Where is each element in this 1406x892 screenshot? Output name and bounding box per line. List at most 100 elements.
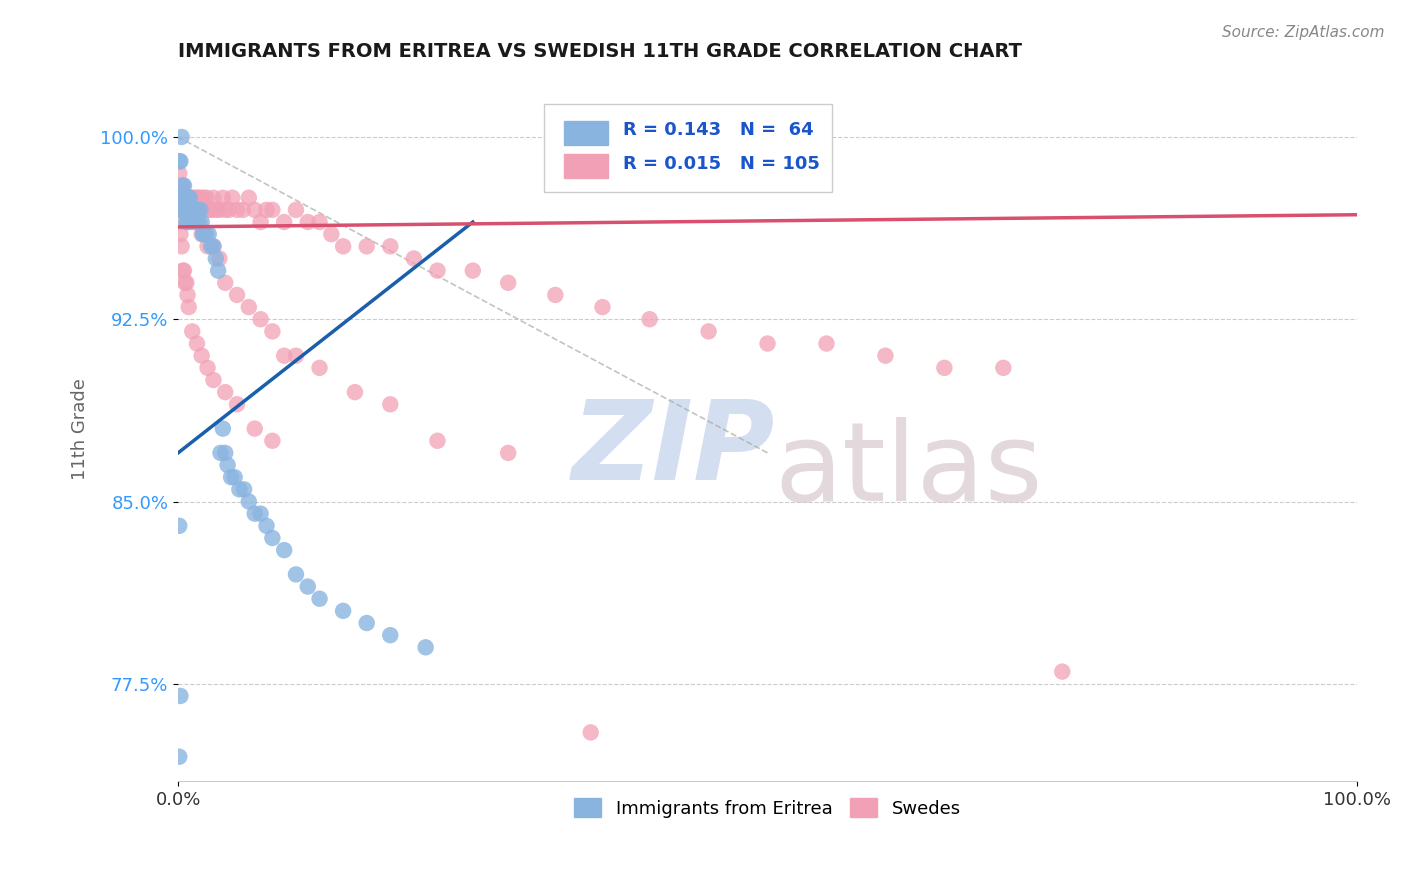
Swedes bbox=[426, 263, 449, 277]
Swedes bbox=[169, 178, 191, 193]
Swedes bbox=[197, 239, 219, 253]
Text: Source: ZipAtlas.com: Source: ZipAtlas.com bbox=[1222, 25, 1385, 40]
Swedes bbox=[174, 191, 197, 205]
Swedes bbox=[579, 725, 602, 739]
Swedes bbox=[243, 202, 266, 217]
Swedes bbox=[183, 202, 205, 217]
Swedes bbox=[183, 191, 205, 205]
Immigrants from Eritrea bbox=[173, 178, 195, 193]
Immigrants from Eritrea bbox=[179, 202, 201, 217]
Immigrants from Eritrea bbox=[177, 191, 200, 205]
Immigrants from Eritrea bbox=[183, 202, 205, 217]
Swedes bbox=[177, 202, 200, 217]
Immigrants from Eritrea bbox=[190, 202, 212, 217]
Immigrants from Eritrea bbox=[186, 215, 208, 229]
Swedes bbox=[262, 434, 284, 448]
Immigrants from Eritrea bbox=[228, 483, 250, 497]
Immigrants from Eritrea bbox=[174, 191, 197, 205]
Swedes bbox=[496, 276, 519, 290]
Swedes bbox=[297, 215, 319, 229]
Swedes bbox=[285, 202, 308, 217]
Swedes bbox=[285, 349, 308, 363]
Swedes bbox=[214, 276, 236, 290]
Swedes bbox=[169, 227, 191, 242]
Swedes bbox=[186, 336, 208, 351]
Swedes bbox=[184, 191, 207, 205]
Immigrants from Eritrea bbox=[169, 154, 191, 169]
Swedes bbox=[214, 385, 236, 400]
Immigrants from Eritrea bbox=[219, 470, 242, 484]
Legend: Immigrants from Eritrea, Swedes: Immigrants from Eritrea, Swedes bbox=[567, 791, 969, 825]
Immigrants from Eritrea bbox=[173, 202, 195, 217]
Swedes bbox=[176, 288, 198, 302]
Swedes bbox=[256, 202, 278, 217]
Immigrants from Eritrea bbox=[170, 130, 193, 145]
Swedes bbox=[638, 312, 661, 326]
Immigrants from Eritrea bbox=[273, 543, 295, 558]
Immigrants from Eritrea bbox=[238, 494, 260, 508]
Immigrants from Eritrea bbox=[172, 202, 194, 217]
Swedes bbox=[496, 446, 519, 460]
Immigrants from Eritrea bbox=[173, 191, 195, 205]
Swedes bbox=[190, 191, 212, 205]
Immigrants from Eritrea bbox=[256, 518, 278, 533]
Swedes bbox=[544, 288, 567, 302]
Immigrants from Eritrea bbox=[197, 227, 219, 242]
Swedes bbox=[226, 202, 249, 217]
Y-axis label: 11th Grade: 11th Grade bbox=[72, 377, 89, 480]
Immigrants from Eritrea bbox=[169, 202, 191, 217]
Swedes bbox=[380, 239, 402, 253]
Immigrants from Eritrea bbox=[285, 567, 308, 582]
Swedes bbox=[173, 263, 195, 277]
Swedes bbox=[180, 191, 202, 205]
Swedes bbox=[993, 360, 1015, 375]
Bar bbox=[564, 154, 609, 178]
Text: IMMIGRANTS FROM ERITREA VS SWEDISH 11TH GRADE CORRELATION CHART: IMMIGRANTS FROM ERITREA VS SWEDISH 11TH … bbox=[179, 42, 1022, 61]
Immigrants from Eritrea bbox=[212, 421, 235, 435]
Immigrants from Eritrea bbox=[332, 604, 354, 618]
Immigrants from Eritrea bbox=[233, 483, 256, 497]
Swedes bbox=[238, 300, 260, 314]
Swedes bbox=[321, 227, 343, 242]
Swedes bbox=[697, 325, 720, 339]
Swedes bbox=[238, 191, 260, 205]
Swedes bbox=[181, 202, 204, 217]
Swedes bbox=[176, 276, 198, 290]
Immigrants from Eritrea bbox=[184, 202, 207, 217]
Swedes bbox=[190, 202, 212, 217]
Text: atlas: atlas bbox=[775, 417, 1043, 524]
Immigrants from Eritrea bbox=[181, 215, 204, 229]
Swedes bbox=[173, 202, 195, 217]
Swedes bbox=[402, 252, 425, 266]
Swedes bbox=[226, 288, 249, 302]
Swedes bbox=[815, 336, 838, 351]
Immigrants from Eritrea bbox=[176, 215, 198, 229]
Immigrants from Eritrea bbox=[217, 458, 239, 472]
Swedes bbox=[273, 215, 295, 229]
Immigrants from Eritrea bbox=[195, 227, 218, 242]
Swedes bbox=[1052, 665, 1074, 679]
FancyBboxPatch shape bbox=[544, 104, 832, 193]
Swedes bbox=[197, 202, 219, 217]
Swedes bbox=[170, 191, 193, 205]
Swedes bbox=[176, 191, 198, 205]
Swedes bbox=[756, 336, 779, 351]
Immigrants from Eritrea bbox=[191, 227, 214, 242]
Swedes bbox=[170, 178, 193, 193]
Immigrants from Eritrea bbox=[214, 446, 236, 460]
Swedes bbox=[249, 312, 271, 326]
Swedes bbox=[179, 202, 201, 217]
Swedes bbox=[181, 325, 204, 339]
Immigrants from Eritrea bbox=[415, 640, 437, 655]
Swedes bbox=[177, 300, 200, 314]
Immigrants from Eritrea bbox=[243, 507, 266, 521]
Swedes bbox=[188, 202, 211, 217]
Immigrants from Eritrea bbox=[170, 202, 193, 217]
Swedes bbox=[176, 191, 198, 205]
Immigrants from Eritrea bbox=[380, 628, 402, 642]
Swedes bbox=[202, 373, 225, 387]
Immigrants from Eritrea bbox=[176, 215, 198, 229]
Swedes bbox=[218, 202, 240, 217]
Swedes bbox=[176, 202, 198, 217]
Swedes bbox=[190, 227, 212, 242]
